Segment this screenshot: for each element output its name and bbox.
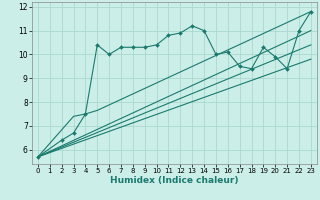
X-axis label: Humidex (Indice chaleur): Humidex (Indice chaleur)	[110, 176, 239, 185]
